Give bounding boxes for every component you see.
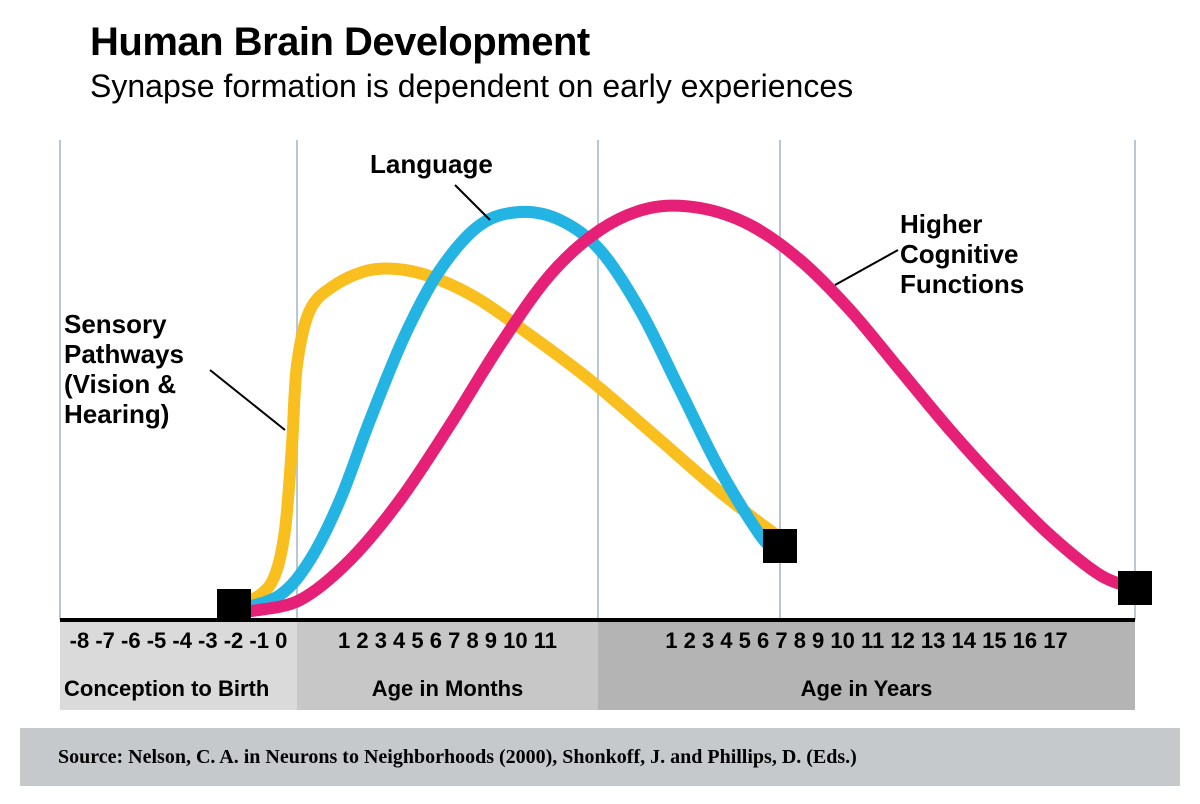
data-marker [1118,571,1152,605]
page-title: Human Brain Development [90,20,590,65]
source-bar: Source: Nelson, C. A. in Neurons to Neig… [20,728,1180,786]
axis-ticks: -8 -7 -6 -5 -4 -3 -2 -1 0 [64,628,293,654]
data-marker [763,529,797,563]
source-text: Source: Nelson, C. A. in Neurons to Neig… [58,745,857,770]
chart-area: SensoryPathways(Vision &Hearing) Languag… [60,140,1135,620]
axis-segment-label: Conception to Birth [64,676,293,702]
annotation-leader [835,250,898,285]
page: Human Brain Development Synapse formatio… [0,0,1200,804]
series-language [240,212,780,609]
annotation-leader [455,185,490,220]
data-marker [217,589,251,623]
axis-segment-label: Age in Years [602,676,1131,702]
axis-ticks: 1 2 3 4 5 6 7 8 9 10 11 12 13 14 15 16 1… [602,628,1131,654]
annotation-leader [210,370,285,430]
page-subtitle: Synapse formation is dependent on early … [90,68,853,105]
annotation-higher-cognitive: HigherCognitiveFunctions [900,210,1024,300]
annotation-language: Language [370,150,493,180]
axis-segment-label: Age in Months [301,676,594,702]
annotation-sensory-pathways: SensoryPathways(Vision &Hearing) [64,310,184,430]
axis-segment: 1 2 3 4 5 6 7 8 9 10 11 Age in Months [297,622,598,710]
x-axis-band: -8 -7 -6 -5 -4 -3 -2 -1 0 Conception to B… [60,622,1135,710]
axis-ticks: 1 2 3 4 5 6 7 8 9 10 11 [301,628,594,654]
axis-segment: 1 2 3 4 5 6 7 8 9 10 11 12 13 14 15 16 1… [598,622,1135,710]
axis-segment: -8 -7 -6 -5 -4 -3 -2 -1 0 Conception to B… [60,622,297,710]
